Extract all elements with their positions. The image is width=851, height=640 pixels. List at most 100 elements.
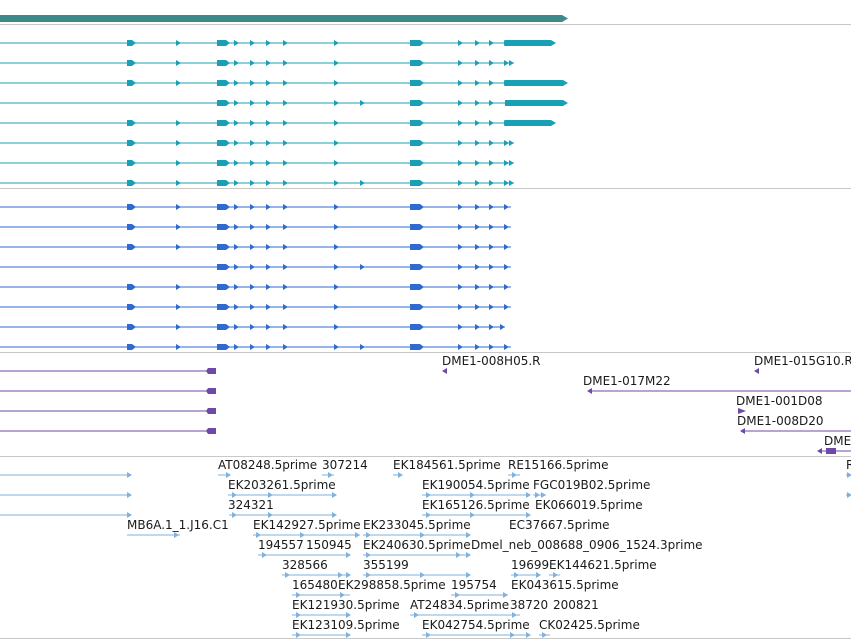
est-label[interactable]: EK042754.5prime [422,618,530,632]
exon[interactable] [410,140,424,146]
clone-label[interactable]: DME1-008D20 [737,414,824,428]
exon[interactable] [127,180,136,186]
exon[interactable] [217,100,230,106]
exon[interactable] [217,120,230,126]
est-track[interactable] [0,472,851,638]
est-label[interactable]: EC37667.5prime [509,518,610,532]
est-label[interactable]: AT24834.5prime [410,598,510,612]
exon[interactable] [127,324,136,330]
est-label[interactable]: Dmel_neb_008688_0906_1524.3prime [471,538,703,552]
clone-label[interactable]: DME1-015G10.R [754,354,851,368]
gene-bar[interactable] [0,15,568,22]
transcript-row[interactable] [0,40,556,46]
clone-label[interactable]: DME1-001D08 [736,394,823,408]
exon[interactable] [410,264,424,270]
exon[interactable] [217,140,230,146]
est-feature[interactable] [292,632,351,638]
exon[interactable] [127,60,136,66]
est-label[interactable]: 38720 [510,598,549,612]
transcript-row[interactable] [0,180,514,186]
exon[interactable] [410,60,424,66]
est-label[interactable]: EK123109.5prime [292,618,400,632]
transcript-row[interactable] [0,304,511,310]
transcript-track-a[interactable] [0,40,568,186]
est-feature[interactable] [363,532,471,538]
est-feature[interactable] [539,632,550,638]
est-label[interactable]: AT08248.5prime [218,458,318,472]
clone-row[interactable] [0,428,216,434]
est-label[interactable]: 19699 [511,558,550,572]
transcript-row[interactable] [0,160,514,166]
transcript-row[interactable] [0,60,514,66]
est-label[interactable]: EK203261.5prime [228,478,336,492]
exon[interactable] [217,160,230,166]
exon[interactable] [217,244,230,250]
clone-row[interactable] [0,368,216,374]
exon[interactable] [127,80,136,86]
est-label[interactable]: EK144621.5prime [549,558,657,572]
exon[interactable] [410,204,424,210]
est-feature[interactable] [511,572,541,578]
est-label[interactable]: EK233045.5prime [363,518,471,532]
est-feature[interactable] [258,552,351,558]
transcript-row[interactable] [0,244,511,250]
transcript-row[interactable] [0,100,568,106]
est-feature[interactable] [292,612,351,618]
exon[interactable] [217,224,230,230]
exon[interactable] [127,120,136,126]
est-label[interactable]: 195754 [451,578,497,592]
est-feature[interactable] [127,532,180,538]
est-feature[interactable] [253,532,360,538]
transcript-row[interactable] [0,80,568,86]
transcript-row[interactable] [0,204,511,210]
est-label[interactable]: EK043615.5prime [511,578,619,592]
transcript-row[interactable] [0,120,556,126]
est-label[interactable]: RE15166.5prime [508,458,609,472]
exon[interactable] [410,244,424,250]
est-label[interactable]: FGC019B02.5prime [533,478,651,492]
est-feature[interactable] [0,512,132,518]
est-feature[interactable] [451,592,508,598]
exon[interactable] [410,284,424,290]
est-feature[interactable] [363,552,471,558]
exon[interactable] [127,140,136,146]
est-feature[interactable] [422,632,531,638]
exon[interactable] [410,224,424,230]
est-feature[interactable] [0,492,132,498]
est-feature[interactable] [846,492,851,498]
exon[interactable] [217,60,230,66]
est-feature[interactable] [508,472,520,478]
est-label[interactable]: R [846,458,851,472]
clone-label[interactable]: DME1-017M22 [583,374,671,388]
est-feature[interactable] [322,472,334,478]
exon[interactable] [217,40,230,46]
exon[interactable] [127,284,136,290]
transcript-row[interactable] [0,264,511,270]
est-label[interactable]: 307214 [322,458,368,472]
est-label[interactable]: EK142927.5prime [253,518,361,532]
est-label[interactable]: 194557 [258,538,304,552]
est-feature[interactable] [363,572,471,578]
est-feature[interactable] [533,492,546,498]
est-label[interactable]: EK190054.5prime [422,478,530,492]
exon[interactable] [127,244,136,250]
est-feature[interactable] [422,512,531,518]
est-feature[interactable] [393,472,403,478]
exon[interactable] [410,160,424,166]
est-label[interactable]: EK184561.5prime [393,458,501,472]
exon[interactable] [410,120,424,126]
transcript-row[interactable] [0,324,505,330]
gene-track[interactable] [0,15,568,22]
exon[interactable] [127,224,136,230]
exon[interactable] [410,40,424,46]
exon[interactable] [127,160,136,166]
exon[interactable] [217,264,230,270]
est-label[interactable]: 328566 [282,558,328,572]
exon[interactable] [217,80,230,86]
est-feature[interactable] [218,472,231,478]
transcript-row[interactable] [0,140,514,146]
est-label[interactable]: EK165126.5prime [422,498,530,512]
clone-label[interactable]: DME1 [824,434,851,448]
clone-row[interactable] [0,388,216,394]
est-label[interactable]: 200821 [553,598,599,612]
